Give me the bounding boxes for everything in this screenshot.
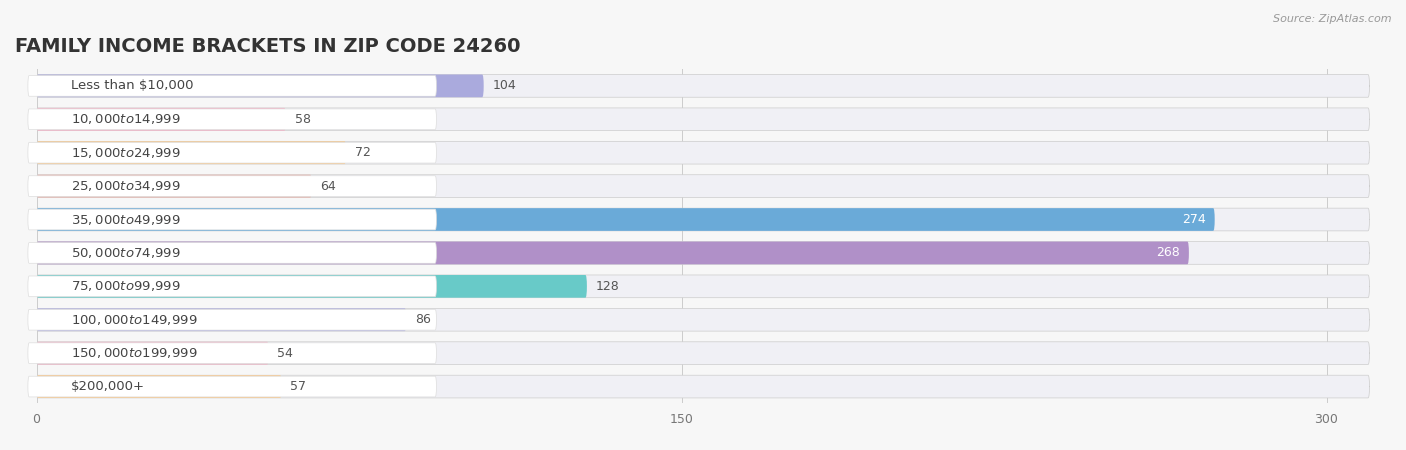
Text: $200,000+: $200,000+ bbox=[70, 380, 145, 393]
FancyBboxPatch shape bbox=[37, 275, 586, 298]
FancyBboxPatch shape bbox=[37, 141, 346, 164]
FancyBboxPatch shape bbox=[37, 141, 1369, 164]
Text: $10,000 to $14,999: $10,000 to $14,999 bbox=[70, 112, 180, 126]
FancyBboxPatch shape bbox=[37, 108, 1369, 130]
Text: Source: ZipAtlas.com: Source: ZipAtlas.com bbox=[1274, 14, 1392, 23]
FancyBboxPatch shape bbox=[37, 242, 1369, 264]
FancyBboxPatch shape bbox=[37, 208, 1215, 231]
FancyBboxPatch shape bbox=[37, 175, 312, 198]
FancyBboxPatch shape bbox=[37, 308, 406, 331]
FancyBboxPatch shape bbox=[28, 209, 436, 230]
Text: 128: 128 bbox=[596, 280, 619, 293]
Text: Less than $10,000: Less than $10,000 bbox=[70, 79, 194, 92]
Text: $25,000 to $34,999: $25,000 to $34,999 bbox=[70, 179, 180, 193]
Text: $75,000 to $99,999: $75,000 to $99,999 bbox=[70, 279, 180, 293]
FancyBboxPatch shape bbox=[28, 376, 436, 397]
FancyBboxPatch shape bbox=[37, 242, 1189, 264]
Text: $50,000 to $74,999: $50,000 to $74,999 bbox=[70, 246, 180, 260]
Text: 54: 54 bbox=[277, 346, 294, 360]
FancyBboxPatch shape bbox=[37, 75, 1369, 97]
Text: $100,000 to $149,999: $100,000 to $149,999 bbox=[70, 313, 197, 327]
FancyBboxPatch shape bbox=[28, 343, 436, 364]
Text: 64: 64 bbox=[321, 180, 336, 193]
FancyBboxPatch shape bbox=[37, 75, 484, 97]
FancyBboxPatch shape bbox=[28, 276, 436, 297]
FancyBboxPatch shape bbox=[37, 342, 269, 364]
Text: 86: 86 bbox=[415, 313, 430, 326]
Text: 274: 274 bbox=[1182, 213, 1206, 226]
Text: $15,000 to $24,999: $15,000 to $24,999 bbox=[70, 146, 180, 160]
FancyBboxPatch shape bbox=[28, 310, 436, 330]
Text: FAMILY INCOME BRACKETS IN ZIP CODE 24260: FAMILY INCOME BRACKETS IN ZIP CODE 24260 bbox=[15, 37, 520, 57]
FancyBboxPatch shape bbox=[37, 342, 1369, 364]
Text: 72: 72 bbox=[354, 146, 371, 159]
FancyBboxPatch shape bbox=[28, 109, 436, 130]
Text: 104: 104 bbox=[492, 79, 516, 92]
FancyBboxPatch shape bbox=[28, 176, 436, 197]
FancyBboxPatch shape bbox=[28, 243, 436, 263]
FancyBboxPatch shape bbox=[28, 142, 436, 163]
FancyBboxPatch shape bbox=[37, 275, 1369, 298]
Text: $35,000 to $49,999: $35,000 to $49,999 bbox=[70, 212, 180, 226]
Text: 57: 57 bbox=[290, 380, 307, 393]
Text: 268: 268 bbox=[1157, 247, 1180, 260]
FancyBboxPatch shape bbox=[37, 208, 1369, 231]
FancyBboxPatch shape bbox=[37, 375, 281, 398]
FancyBboxPatch shape bbox=[37, 175, 1369, 198]
FancyBboxPatch shape bbox=[28, 76, 436, 96]
FancyBboxPatch shape bbox=[37, 375, 1369, 398]
Text: 58: 58 bbox=[294, 113, 311, 126]
Text: $150,000 to $199,999: $150,000 to $199,999 bbox=[70, 346, 197, 360]
FancyBboxPatch shape bbox=[37, 308, 1369, 331]
FancyBboxPatch shape bbox=[37, 108, 285, 130]
